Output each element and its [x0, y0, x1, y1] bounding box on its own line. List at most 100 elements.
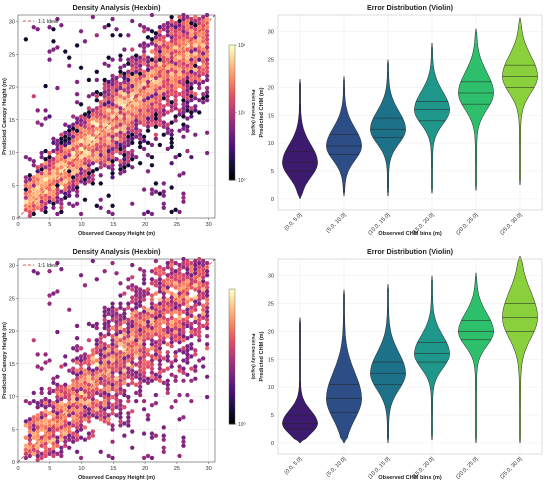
hexbin-cell	[149, 346, 155, 351]
hexbin-cell	[114, 311, 119, 316]
hexbin-cell	[66, 177, 72, 182]
hexbin-cell	[153, 112, 159, 117]
hexbin-cell	[129, 368, 135, 373]
hexbin-cell	[185, 39, 190, 44]
hexbin-cell	[177, 271, 182, 276]
hexbin-cell	[153, 88, 159, 93]
hexbin-cell	[62, 354, 68, 359]
hexbin-cell	[173, 41, 178, 46]
hexbin-cell	[204, 342, 210, 347]
violin-4	[458, 28, 494, 191]
hexbin-cell	[200, 364, 206, 369]
hexbin-cell	[90, 433, 96, 438]
hexbin-cell	[86, 167, 92, 172]
hexbin-cell	[94, 203, 100, 208]
hexbin-cell	[157, 334, 163, 339]
hexbin-cell	[86, 159, 92, 164]
hexbin-cell	[161, 368, 167, 373]
hexbin-cell	[192, 96, 198, 101]
hexbin-cell	[133, 86, 139, 91]
hexbin-cell	[55, 159, 60, 164]
hexbin-cell	[51, 417, 56, 422]
hexbin-cell	[145, 153, 151, 158]
y-tick-label: 10	[9, 151, 15, 157]
hexbin-cell	[141, 370, 147, 375]
hexbin-cell	[98, 413, 104, 418]
hexbin-cell	[122, 84, 127, 89]
hexbin-cell	[161, 75, 167, 80]
ideal-line	[17, 258, 216, 463]
hexbin-cell	[62, 171, 68, 176]
hexbin-cell	[200, 19, 206, 24]
hexbin-cell	[189, 321, 194, 326]
x-tick-label: 10	[78, 222, 84, 228]
hexbin-cell	[82, 165, 88, 170]
hexbin-cell	[204, 317, 210, 322]
hexbin-cell	[74, 165, 80, 170]
hexbin-cell	[98, 364, 104, 369]
hexbin-cell	[31, 195, 37, 200]
colorbar-segment	[229, 407, 235, 411]
hexbin-cell	[78, 138, 84, 143]
hexbin-cell	[47, 403, 52, 408]
hexbin-cell	[137, 393, 143, 398]
hexbin-cell	[27, 197, 33, 202]
hexbin-cell	[181, 57, 186, 62]
hexbin-cell	[173, 82, 178, 87]
hexbin-cell	[70, 395, 76, 400]
hexbin-cell	[78, 159, 84, 164]
hexbin-cell	[181, 338, 186, 343]
hexbin-cell	[157, 305, 163, 310]
hexbin-cell	[177, 336, 182, 341]
hexbin-cell	[23, 447, 29, 452]
hexbin-cell	[118, 362, 123, 367]
colorbar-segment	[229, 95, 235, 100]
hexbin-cell	[118, 146, 123, 151]
hexbin-cell	[133, 326, 139, 331]
hexbin-cell	[102, 90, 107, 95]
hexbin-cell	[110, 17, 115, 22]
hexbin-cell	[153, 344, 159, 349]
hexbin-cell	[173, 106, 178, 111]
hexbin-cell	[141, 281, 147, 286]
hexbin-cell	[145, 380, 151, 385]
hexbin-cell	[78, 163, 84, 168]
hexbin-cell	[23, 455, 29, 460]
hexbin-cell	[90, 92, 96, 97]
hexbin-cell	[106, 128, 111, 133]
hexbin-cell	[110, 317, 115, 322]
hexbin-cell	[35, 165, 41, 170]
hexbin-cell	[129, 360, 135, 365]
hexbin-cell	[149, 313, 155, 318]
hexbin-cell	[62, 415, 68, 420]
hexbin-cell	[173, 94, 178, 99]
hexbin-cell	[82, 437, 88, 442]
hexbin-cell	[74, 43, 80, 48]
hexbin-cell	[31, 269, 37, 274]
hexbin-cell	[102, 374, 107, 379]
hexbin-cell	[177, 453, 182, 458]
hexbin-cell	[114, 140, 119, 145]
hexbin-cell	[129, 376, 135, 381]
hexbin-cell	[189, 77, 194, 82]
hexbin-cell	[169, 92, 174, 97]
hexbin-cell	[110, 175, 115, 180]
colorbar-segment	[229, 370, 235, 374]
hexbin-cell	[118, 142, 123, 147]
hexbin-cell	[153, 181, 159, 186]
colorbar-segment	[229, 132, 235, 137]
hexbin-cell	[173, 69, 178, 74]
hexbin-cell	[137, 356, 143, 361]
hexbin-cell	[137, 75, 143, 80]
hexbin-cell	[149, 317, 155, 322]
hexbin-cell	[51, 157, 56, 162]
hexbin-cell	[102, 317, 107, 322]
hexbin-cell	[204, 77, 210, 82]
hexbin-cell	[35, 401, 41, 406]
x-tick-label: (25.0, 30.0]	[499, 456, 524, 481]
hexbin-cell	[90, 116, 96, 121]
hexbin-cell	[189, 313, 194, 318]
hexbin-cell	[62, 142, 68, 147]
hexbin-cell	[59, 433, 64, 438]
hexbin-cell	[149, 98, 155, 103]
